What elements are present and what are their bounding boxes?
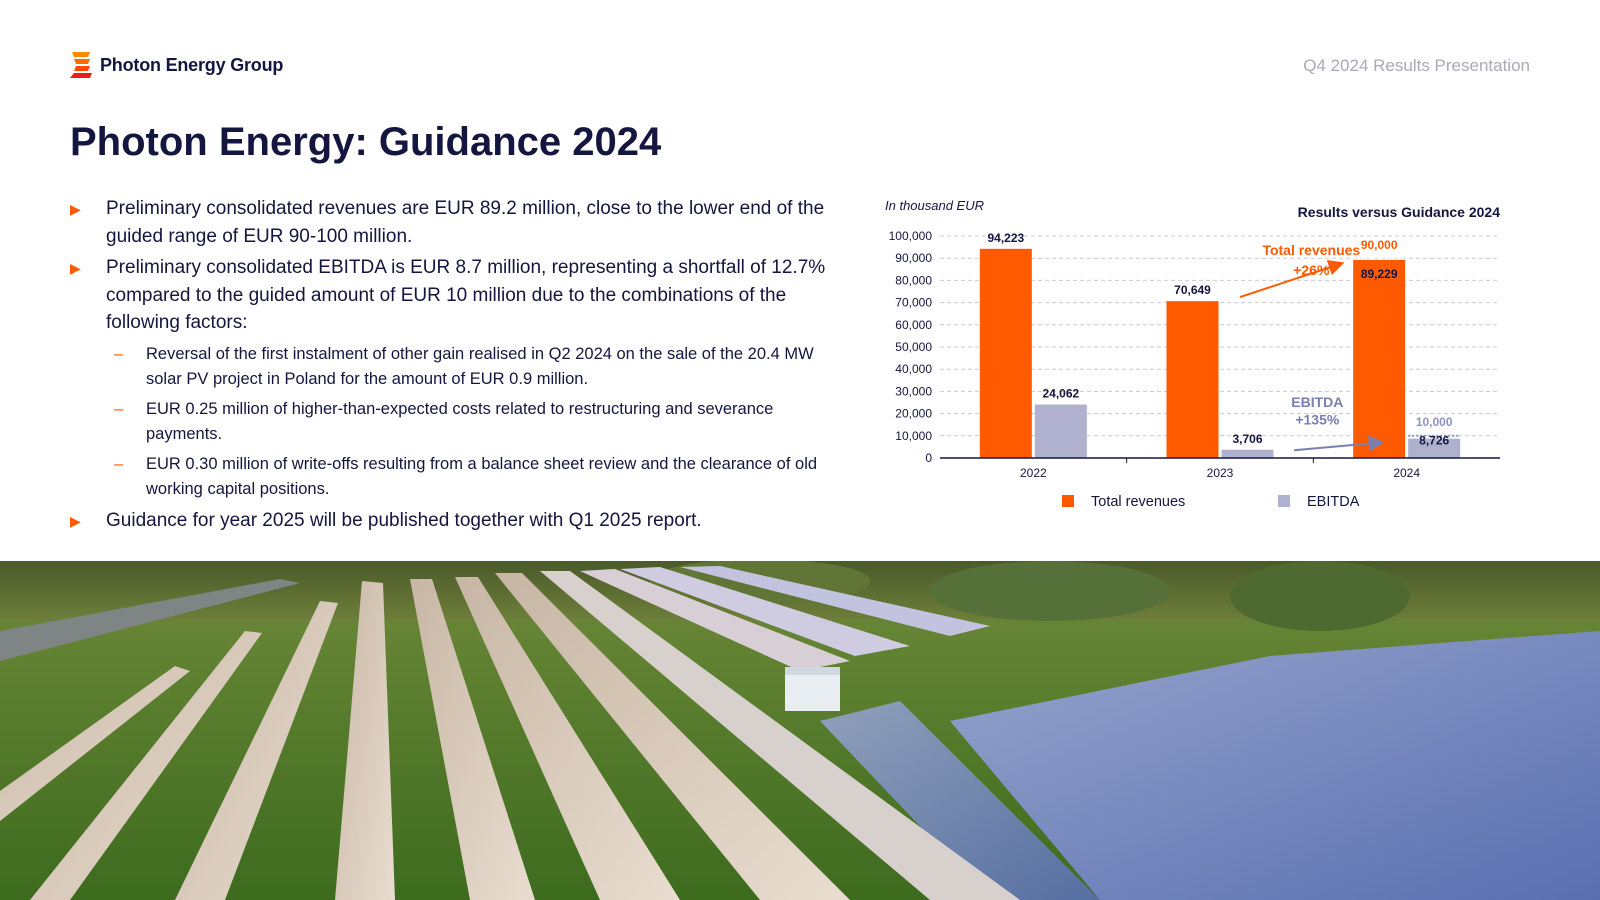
y-tick-label: 100,000 (889, 229, 933, 243)
logo-text: Photon Energy Group (100, 54, 284, 75)
bullet-arrow-icon: ▶ (70, 512, 81, 529)
y-tick-label: 80,000 (895, 273, 932, 287)
chart-unit-note: In thousand EUR (885, 198, 984, 213)
bar-total-revenues (1353, 259, 1406, 458)
y-tick-label: 70,000 (895, 296, 932, 310)
legend-swatch (1278, 495, 1290, 507)
bullet-text: Preliminary consolidated revenues are EU… (106, 198, 825, 247)
bullet-arrow-icon: ▶ (70, 201, 81, 217)
guidance-bar-chart: In thousand EUR Results versus Guidance … (885, 198, 1501, 510)
y-tick-label: 90,000 (895, 251, 932, 265)
page-title: Photon Energy: Guidance 2024 (70, 120, 662, 164)
bullet-text: Preliminary consolidated EBITDA is EUR 8… (106, 257, 826, 333)
chart-title: Results versus Guidance 2024 (1298, 204, 1501, 220)
chart-legend: Total revenues EBITDA (1062, 494, 1360, 510)
y-tick-label: 10,000 (895, 429, 932, 443)
chart-axes (940, 457, 1500, 463)
data-label-ebitda: 24,062 (1042, 387, 1079, 401)
sub-bullet-text: EUR 0.25 million of higher-than-expected… (146, 399, 774, 443)
bullet-text: Guidance for year 2025 will be published… (106, 509, 702, 531)
annotation-total-revenues-change: +26% (1293, 262, 1330, 278)
annotation-ebitda-change: +135% (1295, 412, 1340, 428)
x-tick-label: 2024 (1393, 466, 1420, 480)
data-label-total-revenues: 94,223 (987, 231, 1024, 245)
annotation-ebitda-arrow (1293, 435, 1385, 452)
company-logo: Photon Energy Group (70, 52, 283, 78)
data-label-ebitda: 3,706 (1232, 432, 1262, 446)
sub-bullet-item: – Reversal of the first instalment of ot… (70, 342, 830, 392)
data-label-total-revenues: 70,649 (1174, 283, 1211, 297)
bar-ebitda (1034, 404, 1087, 458)
sub-bullet-text: EUR 0.30 million of write-offs resulting… (146, 454, 818, 498)
sub-bullet-item: – EUR 0.30 million of write-offs resulti… (70, 452, 830, 502)
y-tick-label: 0 (925, 451, 932, 465)
bullet-arrow-icon: ▶ (70, 260, 81, 276)
sub-bullet-item: – EUR 0.25 million of higher-than-expect… (70, 397, 830, 447)
x-axis-labels: 2022 2023 2024 (1020, 466, 1420, 480)
y-axis-labels: 0 10,000 20,000 30,000 40,000 50,000 60,000 70,… (889, 229, 933, 465)
annotation-ebitda-label: EBITDA (1291, 394, 1343, 410)
dash-icon: – (114, 344, 124, 363)
logo-icon (70, 52, 92, 78)
bar-ebitda (1221, 449, 1274, 458)
legend-label: Total revenues (1091, 494, 1185, 510)
data-label-ebitda: 8,726 (1419, 434, 1449, 448)
solar-farm-photo (0, 561, 1600, 900)
y-tick-label: 40,000 (895, 362, 932, 376)
legend-swatch (1062, 495, 1074, 507)
y-tick-label: 20,000 (895, 407, 932, 421)
bullet-list: ▶ Preliminary consolidated revenues are … (70, 195, 830, 538)
bullet-item: ▶ Guidance for year 2025 will be publish… (70, 507, 830, 535)
chart-bars: 94,223 24,062 70,649 3,706 90,000 89,229 10,00… (979, 231, 1461, 458)
sub-bullet-text: Reversal of the first instalment of othe… (146, 344, 814, 388)
dash-icon: – (114, 454, 124, 473)
chart-gridlines (940, 235, 1500, 437)
bullet-item: ▶ Preliminary consolidated EBITDA is EUR… (70, 254, 830, 337)
bar-ebitda (1408, 438, 1461, 458)
chart-annotations: Total revenues +26% EBITDA +135% (1239, 242, 1385, 452)
bar-total-revenues (979, 248, 1032, 458)
y-tick-label: 50,000 (895, 340, 932, 354)
data-label-total-revenues: 89,229 (1361, 267, 1398, 281)
presentation-subtitle: Q4 2024 Results Presentation (1303, 56, 1530, 75)
bullet-item: ▶ Preliminary consolidated revenues are … (70, 195, 830, 250)
x-tick-label: 2023 (1207, 466, 1234, 480)
guidance-label-ebitda: 10,000 (1416, 415, 1453, 429)
annotation-total-revenues-label: Total revenues (1262, 242, 1360, 258)
bar-total-revenues (1166, 301, 1219, 458)
legend-label: EBITDA (1307, 494, 1360, 510)
y-tick-label: 60,000 (895, 318, 932, 332)
dash-icon: – (114, 399, 124, 418)
guidance-label-total-revenues: 90,000 (1361, 238, 1398, 252)
annotation-total-revenues-arrow (1239, 259, 1345, 298)
y-tick-label: 30,000 (895, 384, 932, 398)
x-tick-label: 2022 (1020, 466, 1047, 480)
